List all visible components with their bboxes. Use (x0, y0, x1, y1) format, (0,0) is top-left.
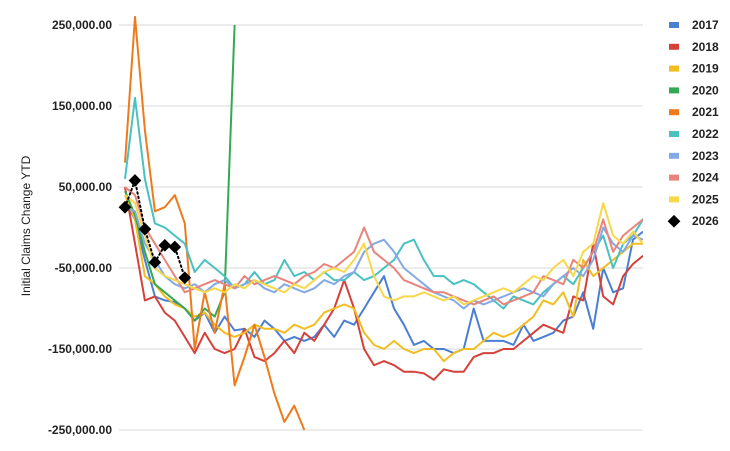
y-tick-label: -150,000.00 (48, 342, 112, 356)
series-line-2018 (124, 186, 643, 381)
y-tick-labels: 250,000.00 150,000.00 50,000.00 -50,000.00 -… (48, 18, 112, 437)
legend-swatch-2025 (669, 196, 679, 203)
legend-label-2024: 2024 (692, 171, 719, 185)
legend-label-2021: 2021 (692, 105, 719, 119)
legend-label-2017: 2017 (692, 18, 719, 32)
legend-swatch-2021 (669, 109, 679, 116)
legend: 2017 2018 2019 2020 2021 2022 2023 2024 2025 2026 (667, 18, 719, 228)
legend-swatch-2020 (669, 87, 679, 94)
legend-label-2023: 2023 (692, 149, 719, 163)
series-line-2024 (124, 186, 643, 306)
marker-2026 (178, 271, 192, 285)
legend-label-2019: 2019 (692, 62, 719, 76)
legend-swatch-2018 (669, 43, 679, 50)
y-tick-label: 50,000.00 (59, 180, 113, 194)
legend-swatch-2017 (669, 22, 679, 28)
marker-2026 (168, 240, 182, 254)
marker-2026 (138, 222, 152, 236)
legend-label-2025: 2025 (692, 192, 719, 206)
series-line-2021 (124, 15, 306, 431)
legend-swatch-2024 (669, 174, 679, 181)
legend-swatch-2022 (669, 131, 679, 137)
y-tick-label: -250,000.00 (48, 423, 112, 437)
series-line-2023 (124, 206, 643, 310)
legend-label-2020: 2020 (692, 83, 719, 97)
series-line-2020 (124, 24, 236, 322)
legend-swatch-2023 (669, 152, 679, 159)
y-tick-label: 150,000.00 (52, 99, 112, 113)
marker-2026 (148, 255, 162, 269)
legend-label-2018: 2018 (692, 40, 719, 54)
y-tick-label: 250,000.00 (52, 18, 112, 32)
marker-2026 (128, 174, 142, 187)
marker-2026 (118, 200, 132, 214)
series-line-2017 (124, 201, 643, 355)
y-tick-label: -50,000.00 (55, 261, 113, 275)
gridlines (119, 24, 643, 431)
legend-label-2022: 2022 (692, 127, 719, 141)
marker-2026 (158, 238, 172, 252)
series-markers (118, 174, 192, 285)
legend-label-2026: 2026 (692, 214, 719, 228)
series-line-2025 (124, 194, 643, 306)
y-axis-label: Initial Claims Change YTD (19, 155, 33, 296)
legend-swatch-2019 (669, 65, 679, 72)
series-lines (124, 15, 643, 431)
legend-swatch-2026 (667, 214, 681, 228)
